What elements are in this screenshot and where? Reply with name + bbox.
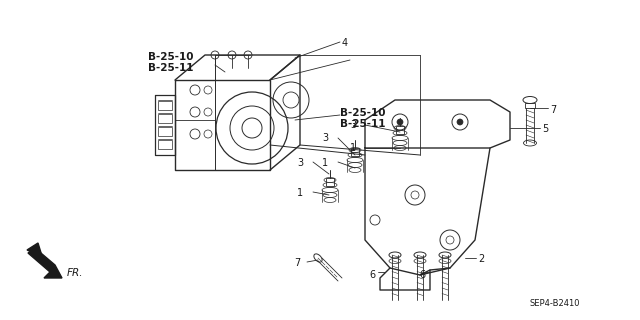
Text: 6: 6	[419, 270, 425, 280]
Text: B-25-11: B-25-11	[148, 63, 193, 73]
Text: B-25-11: B-25-11	[340, 119, 385, 129]
Text: 1: 1	[322, 158, 328, 168]
Text: 3: 3	[350, 120, 356, 130]
Circle shape	[457, 119, 463, 125]
Bar	[158, 127, 172, 136]
Text: 7: 7	[294, 258, 300, 268]
Text: SEP4-B2410: SEP4-B2410	[529, 299, 580, 308]
Text: 2: 2	[478, 254, 484, 264]
Polygon shape	[27, 243, 42, 256]
Polygon shape	[28, 248, 62, 278]
Text: B-25-10: B-25-10	[148, 52, 193, 62]
Text: 1: 1	[297, 188, 303, 198]
Bar	[326, 178, 334, 186]
Bar	[158, 101, 172, 110]
Bar	[158, 140, 172, 149]
Text: 3: 3	[297, 158, 303, 168]
Text: 3: 3	[322, 133, 328, 143]
Text: 1: 1	[350, 143, 356, 153]
Text: 4: 4	[342, 38, 348, 48]
Bar	[396, 126, 404, 134]
Bar	[351, 148, 359, 156]
Bar	[525, 103, 535, 108]
Text: 5: 5	[542, 124, 548, 134]
Circle shape	[397, 119, 403, 125]
Text: 6: 6	[369, 270, 375, 280]
Text: B-25-10: B-25-10	[340, 108, 385, 118]
Bar	[158, 114, 172, 123]
Text: FR.: FR.	[67, 268, 83, 278]
Text: 7: 7	[550, 105, 556, 115]
